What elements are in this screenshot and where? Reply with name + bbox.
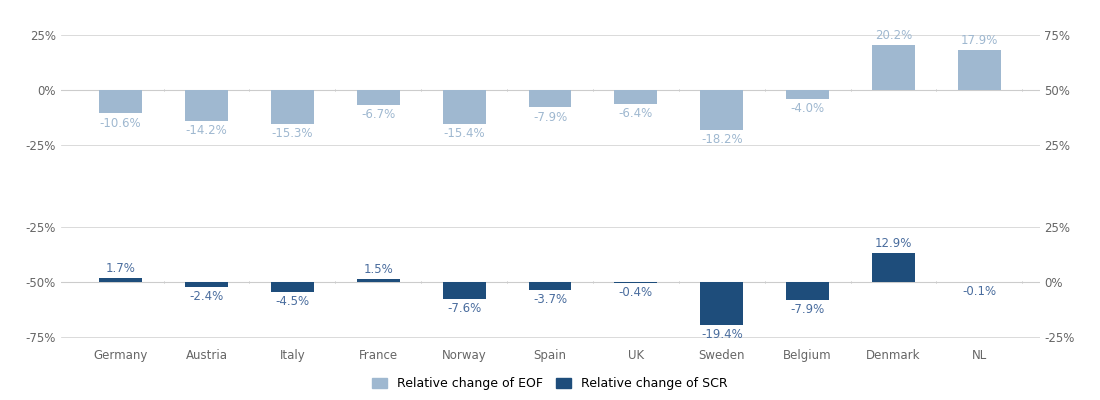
- Text: -6.7%: -6.7%: [361, 108, 395, 121]
- Bar: [958, 50, 1001, 90]
- Text: -7.6%: -7.6%: [447, 302, 481, 315]
- Text: -7.9%: -7.9%: [532, 110, 568, 124]
- Bar: [615, 282, 658, 283]
- Bar: [356, 279, 399, 282]
- Bar: [615, 90, 658, 104]
- Text: -4.5%: -4.5%: [275, 295, 309, 308]
- Bar: [99, 90, 142, 114]
- Text: -15.4%: -15.4%: [443, 127, 485, 140]
- Text: 20.2%: 20.2%: [874, 29, 912, 42]
- Text: 12.9%: 12.9%: [874, 237, 912, 250]
- Text: -3.7%: -3.7%: [532, 293, 568, 306]
- Text: 17.9%: 17.9%: [960, 34, 998, 47]
- Text: -19.4%: -19.4%: [701, 328, 743, 341]
- Bar: [872, 45, 915, 90]
- Bar: [99, 278, 142, 282]
- Bar: [528, 282, 572, 290]
- Text: -7.9%: -7.9%: [791, 303, 825, 316]
- Text: 1.7%: 1.7%: [106, 262, 135, 275]
- Bar: [271, 282, 314, 292]
- Bar: [185, 282, 228, 287]
- Bar: [271, 90, 314, 124]
- Bar: [442, 282, 485, 299]
- Text: -10.6%: -10.6%: [100, 116, 142, 130]
- Bar: [786, 90, 829, 99]
- Bar: [528, 90, 572, 108]
- Legend: Relative change of EOF, Relative change of SCR: Relative change of EOF, Relative change …: [368, 373, 732, 394]
- Bar: [872, 254, 915, 282]
- Text: -0.4%: -0.4%: [619, 286, 653, 299]
- Text: -15.3%: -15.3%: [272, 127, 313, 140]
- Text: -0.1%: -0.1%: [962, 285, 997, 298]
- Bar: [701, 282, 744, 325]
- Text: -4.0%: -4.0%: [791, 102, 825, 115]
- Bar: [701, 90, 744, 130]
- Bar: [442, 90, 485, 124]
- Bar: [356, 90, 399, 105]
- Bar: [786, 282, 829, 300]
- Text: -6.4%: -6.4%: [619, 107, 653, 120]
- Text: 1.5%: 1.5%: [363, 263, 393, 276]
- Bar: [185, 90, 228, 121]
- Text: -18.2%: -18.2%: [701, 133, 743, 146]
- Text: -14.2%: -14.2%: [186, 124, 228, 138]
- Text: -2.4%: -2.4%: [189, 290, 223, 304]
